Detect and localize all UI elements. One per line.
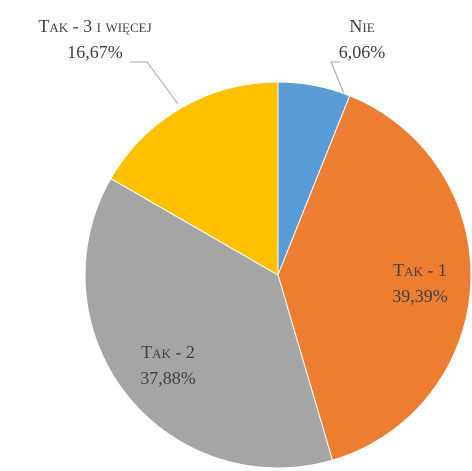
slice-value: 39,39% (392, 286, 448, 306)
slice-value: 6,06% (339, 42, 386, 62)
slice-label: Tak - 1 (393, 260, 447, 280)
pie-slice (110, 81, 279, 276)
slice-label: Tak - 2 (141, 342, 195, 362)
pie-slice (84, 177, 334, 469)
leader-line (130, 61, 179, 105)
slice-label: Nie (349, 16, 374, 36)
slice-label: Tak - 3 i więcej (38, 16, 151, 36)
slice-value: 37,88% (140, 368, 196, 388)
pie-slice (277, 95, 472, 461)
leader-line (330, 61, 346, 97)
slice-value: 16,67% (67, 42, 123, 62)
